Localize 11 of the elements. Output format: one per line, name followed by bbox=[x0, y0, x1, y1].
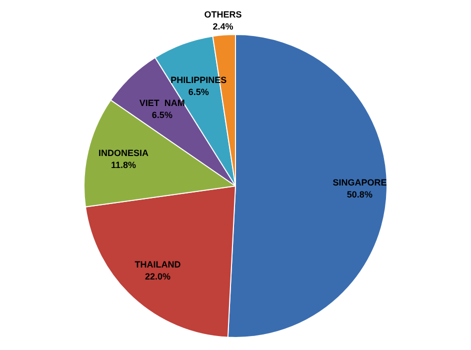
data-label: 11.8% bbox=[110, 160, 136, 170]
slice-label: THAILAND bbox=[134, 259, 182, 270]
data-label: 6.5% bbox=[188, 87, 209, 98]
data-label: 22.0% bbox=[144, 271, 171, 282]
slice-label: VIET NAM bbox=[139, 98, 185, 108]
data-label: 6.5% bbox=[152, 110, 172, 120]
data-label: 2.4% bbox=[212, 21, 234, 32]
data-label: 50.8% bbox=[346, 190, 372, 200]
slice-label: SINGAPORE bbox=[332, 178, 387, 188]
slice-label: INDONESIA bbox=[98, 148, 149, 158]
slice-label: OTHERS bbox=[204, 9, 242, 20]
